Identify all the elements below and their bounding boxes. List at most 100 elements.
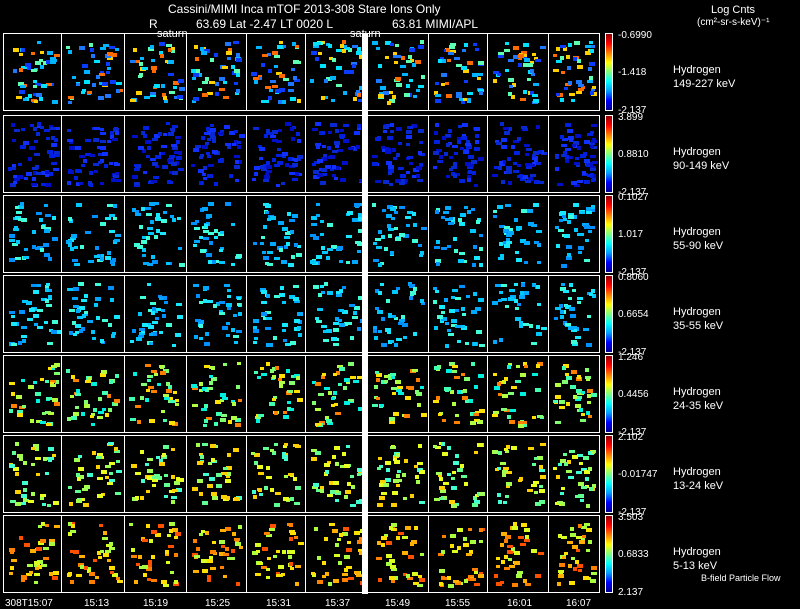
- color-scale-min: -2.137: [618, 507, 647, 518]
- image-frame: [368, 516, 429, 592]
- energy-range: 90-149 keV: [673, 160, 730, 172]
- image-frame: [187, 34, 247, 110]
- image-frame: [3, 276, 62, 352]
- image-frame: [549, 436, 600, 512]
- image-frame: [488, 356, 549, 432]
- color-scale-max: 2.102: [618, 432, 644, 443]
- image-frame: [125, 356, 187, 432]
- color-scale-min: -2.137: [618, 267, 647, 278]
- image-frame: [3, 196, 62, 272]
- image-frame: [549, 116, 600, 192]
- species-label: Hydrogen 24-35 keV: [673, 385, 723, 413]
- image-frame: [488, 196, 549, 272]
- color-scale-max: -0.6990: [618, 30, 652, 41]
- image-frame: [62, 436, 125, 512]
- species-name: Hydrogen: [673, 306, 721, 318]
- energy-range: 149-227 keV: [673, 78, 736, 90]
- position-r-label: R: [149, 17, 158, 31]
- color-scale-bar: [605, 195, 613, 273]
- image-frame: [549, 516, 600, 592]
- image-frame: [187, 516, 247, 592]
- energy-panel-row: [3, 355, 600, 433]
- energy-panel-row: [3, 515, 600, 593]
- image-frame: [368, 196, 429, 272]
- energy-range: 13-24 keV: [673, 480, 724, 492]
- species-label: Hydrogen 149-227 keV: [673, 63, 735, 91]
- color-scale-bar: [605, 355, 613, 433]
- image-frame: [187, 116, 247, 192]
- image-frame: [429, 436, 488, 512]
- image-frame: [187, 196, 247, 272]
- image-frame: [247, 516, 306, 592]
- position-info: 63.69 Lat -2.47 LT 0020 L: [196, 17, 333, 31]
- image-frame: [62, 116, 125, 192]
- image-frame: [125, 196, 187, 272]
- color-scale-mid: 0.6654: [618, 309, 649, 320]
- color-scale-min: -2.137: [618, 347, 647, 358]
- image-frame: [549, 196, 600, 272]
- image-frame: [125, 516, 187, 592]
- image-frame: [125, 116, 187, 192]
- color-scale-bar: [605, 515, 613, 593]
- time-tick-label: 16:01: [507, 598, 533, 609]
- image-frame: [549, 356, 600, 432]
- energy-panel-row: [3, 435, 600, 513]
- color-scale-max: 3.503: [618, 512, 644, 523]
- energy-range: 24-35 keV: [673, 400, 724, 412]
- panel-border: [3, 435, 600, 513]
- image-frame: [247, 436, 306, 512]
- species-label: Hydrogen 35-55 keV: [673, 305, 723, 333]
- time-tick-label: 15:19: [143, 598, 169, 609]
- energy-range: 55-90 keV: [673, 240, 724, 252]
- time-tick-label: 15:37: [325, 598, 351, 609]
- image-frame: [429, 34, 488, 110]
- time-tick-label: 15:55: [445, 598, 471, 609]
- panel-border: [3, 275, 600, 353]
- image-frame: [125, 436, 187, 512]
- image-frame: [187, 276, 247, 352]
- panel-border: [3, 195, 600, 273]
- data-gap-bar: [362, 33, 368, 594]
- image-frame: [3, 436, 62, 512]
- image-frame: [3, 34, 62, 110]
- color-scale-mid: -0.01747: [618, 469, 658, 480]
- energy-range: 35-55 keV: [673, 320, 724, 332]
- image-frame: [62, 196, 125, 272]
- image-frame: [549, 276, 600, 352]
- image-frame: [125, 276, 187, 352]
- image-frame: [429, 116, 488, 192]
- image-frame: [62, 516, 125, 592]
- color-scale-max: 0.1027: [618, 192, 649, 203]
- image-frame: [368, 436, 429, 512]
- color-scale-bar: [605, 435, 613, 513]
- image-frame: [247, 196, 306, 272]
- color-scale-max: 3.899: [618, 112, 644, 123]
- time-tick-label: 308T15:07: [5, 598, 53, 609]
- color-scale-min: -2.137: [618, 187, 647, 198]
- image-frame: [488, 116, 549, 192]
- color-scale-mid: 0.6833: [618, 549, 649, 560]
- color-scale-min: 2.137: [618, 587, 644, 598]
- position-info-right: 63.81 MIMI/APL: [392, 17, 479, 31]
- time-tick-label: 15:31: [266, 598, 292, 609]
- color-scale-mid: 0.8810: [618, 149, 649, 160]
- species-name: Hydrogen: [673, 226, 721, 238]
- image-frame: [247, 276, 306, 352]
- image-frame: [62, 356, 125, 432]
- species-name: Hydrogen: [673, 546, 721, 558]
- species-name: Hydrogen: [673, 64, 721, 76]
- panel-border: [3, 355, 600, 433]
- color-scale-mid: -1.418: [618, 67, 647, 78]
- image-frame: [306, 356, 368, 432]
- image-frame: [3, 516, 62, 592]
- units-title: Log Cnts: [711, 4, 756, 16]
- time-tick-label: 15:49: [385, 598, 411, 609]
- time-tick-label: 16:07: [566, 598, 592, 609]
- image-frame: [429, 516, 488, 592]
- saturn-marker-label: saturn: [157, 28, 188, 40]
- color-scale-bar: [605, 115, 613, 193]
- species-label: Hydrogen 5-13 keV: [673, 545, 721, 573]
- color-scale-max: 1.246: [618, 352, 644, 363]
- image-frame: [62, 34, 125, 110]
- image-frame: [62, 276, 125, 352]
